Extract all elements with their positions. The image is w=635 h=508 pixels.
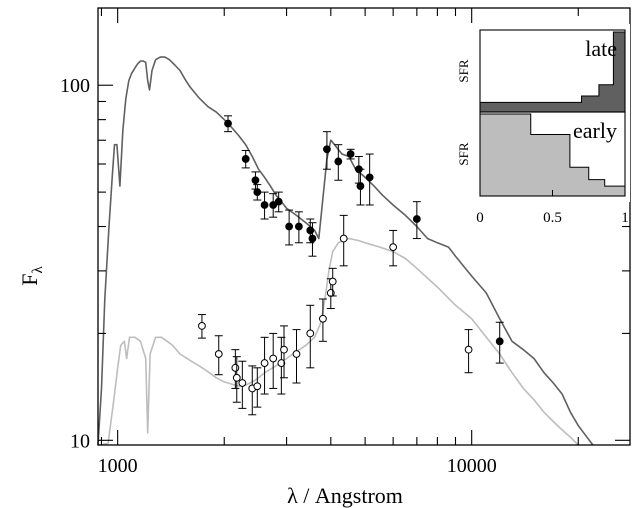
early-data-point-10 <box>279 325 288 379</box>
marker <box>464 345 473 354</box>
inset-x-tick-label: 0.5 <box>543 210 562 226</box>
marker <box>308 234 317 243</box>
early-data-point-13 <box>318 298 327 342</box>
inset-panel-early: early SFR <box>456 111 626 197</box>
marker <box>277 359 286 367</box>
y-axis-label-main: Fλ <box>17 266 46 286</box>
marker <box>232 373 241 382</box>
marker <box>238 379 247 387</box>
late-data-point-15 <box>356 168 365 206</box>
inset-x-tick-label: 1 <box>621 210 629 226</box>
axis-tick-labels: 1000 10000 10 100 <box>60 75 497 477</box>
late-data-point-16 <box>365 153 374 206</box>
marker <box>319 314 327 323</box>
marker <box>323 145 331 154</box>
observed-photometry <box>197 115 504 416</box>
marker <box>306 329 315 338</box>
marker <box>224 119 232 128</box>
y-axis-label-symbol: F <box>17 274 42 286</box>
marker <box>280 345 288 354</box>
late-data-point-11 <box>322 131 331 170</box>
early-data-point-11 <box>292 329 301 384</box>
marker <box>495 337 504 346</box>
early-data-point-17 <box>389 229 398 267</box>
late-data-point-4 <box>260 191 269 220</box>
late-data-point-13 <box>346 148 355 160</box>
late-data-point-17 <box>412 201 421 240</box>
early-data-point-0 <box>197 314 206 339</box>
marker <box>412 215 421 223</box>
early-model-line <box>97 237 579 446</box>
marker <box>339 234 348 243</box>
inset-ylabel: SFR <box>456 142 471 165</box>
x-tick-label: 1000 <box>98 455 138 477</box>
marker <box>253 188 262 197</box>
marker <box>389 243 398 252</box>
late-data-point-12 <box>334 144 343 181</box>
marker <box>231 363 240 372</box>
late-data-point-7 <box>285 209 294 246</box>
marker <box>365 173 374 182</box>
early-data-point-8 <box>269 332 278 389</box>
inset-label: early <box>573 118 617 143</box>
late-data-point-10 <box>308 222 317 257</box>
x-axis-label: λ / Angstrom <box>287 483 403 508</box>
late-data-point-14 <box>354 155 363 184</box>
marker <box>328 277 337 286</box>
model-spectra <box>97 56 594 446</box>
marker <box>251 176 260 185</box>
marker <box>269 201 278 209</box>
marker <box>274 197 283 206</box>
late-data-point-3 <box>253 184 262 201</box>
marker <box>346 150 355 158</box>
early-data-point-12 <box>306 304 315 369</box>
marker <box>241 155 250 163</box>
early-data-point-18 <box>464 329 473 374</box>
inset-panel-late: late SFR <box>456 29 626 113</box>
late-data-point-18 <box>495 321 504 364</box>
marker <box>198 321 206 330</box>
sfh-inset: late SFR early SFR 0 0.5 1 <box>456 24 630 226</box>
early-data-point-9 <box>277 336 286 395</box>
inset-x-tick-label: 0 <box>476 210 484 226</box>
early-data-point-15 <box>328 267 337 297</box>
late-model-line <box>97 56 594 446</box>
marker <box>253 382 262 391</box>
late-data-point-8 <box>294 211 303 244</box>
inset-label: late <box>585 36 617 61</box>
marker <box>214 350 223 358</box>
sfr-histogram <box>479 31 626 113</box>
early-data-point-4 <box>238 360 247 409</box>
early-data-point-6 <box>253 367 262 408</box>
y-axis-label-subscript: λ <box>30 266 46 274</box>
x-tick-label: 10000 <box>447 455 497 477</box>
early-data-point-2 <box>231 349 240 389</box>
early-data-point-7 <box>260 336 269 395</box>
marker <box>260 359 269 367</box>
marker <box>269 354 278 363</box>
early-data-point-16 <box>339 214 348 267</box>
late-data-point-0 <box>224 115 233 133</box>
late-data-point-5 <box>269 193 278 218</box>
marker <box>285 222 294 231</box>
late-data-point-1 <box>241 149 250 169</box>
y-tick-label: 10 <box>70 430 90 452</box>
late-data-point-2 <box>251 171 260 190</box>
inset-ylabel: SFR <box>456 59 471 82</box>
marker <box>260 201 269 209</box>
early-data-point-1 <box>214 335 223 376</box>
early-data-point-3 <box>232 356 241 403</box>
sfr-histogram <box>479 113 626 197</box>
late-data-point-6 <box>274 191 283 213</box>
y-tick-label: 100 <box>60 75 90 97</box>
marker <box>292 350 301 358</box>
marker <box>356 182 365 190</box>
marker <box>334 157 343 166</box>
marker <box>294 222 303 231</box>
y-axis-label: Fλ <box>17 266 46 286</box>
